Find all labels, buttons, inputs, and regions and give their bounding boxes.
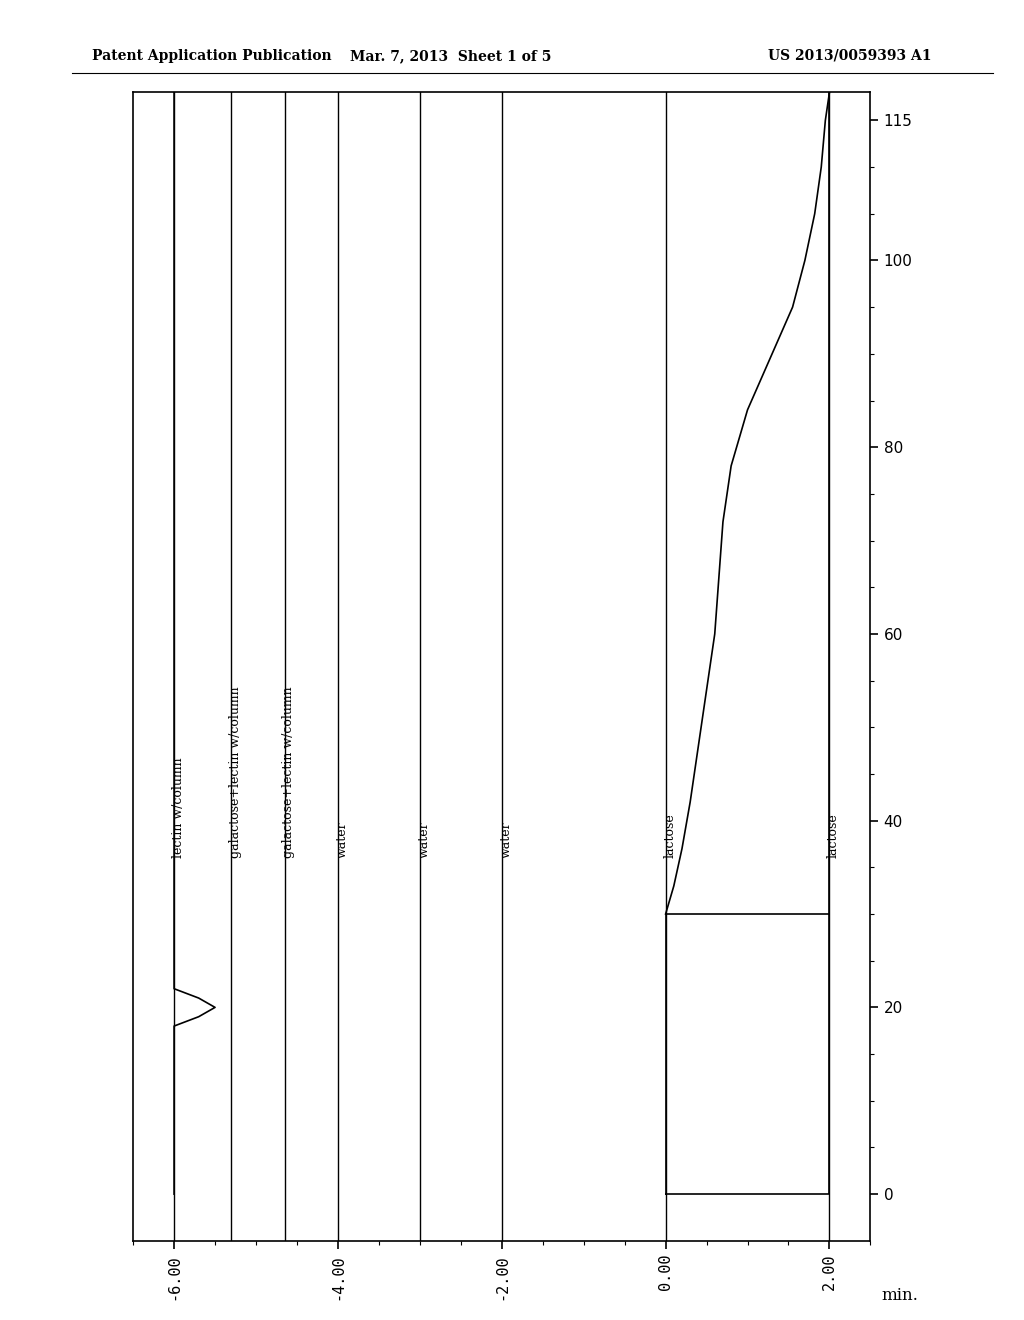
Text: lactose: lactose bbox=[827, 813, 840, 858]
Text: Patent Application Publication: Patent Application Publication bbox=[92, 49, 332, 63]
Text: water: water bbox=[418, 821, 430, 858]
Text: Mar. 7, 2013  Sheet 1 of 5: Mar. 7, 2013 Sheet 1 of 5 bbox=[350, 49, 551, 63]
Text: galactose+lectin w/column: galactose+lectin w/column bbox=[229, 686, 242, 858]
Text: min.: min. bbox=[882, 1287, 919, 1304]
Text: water: water bbox=[336, 821, 348, 858]
Text: water: water bbox=[500, 821, 512, 858]
Text: lactose: lactose bbox=[664, 813, 676, 858]
Text: lectin w/column: lectin w/column bbox=[172, 758, 184, 858]
Text: US 2013/0059393 A1: US 2013/0059393 A1 bbox=[768, 49, 932, 63]
Text: galactose+lectin w/column: galactose+lectin w/column bbox=[283, 686, 295, 858]
